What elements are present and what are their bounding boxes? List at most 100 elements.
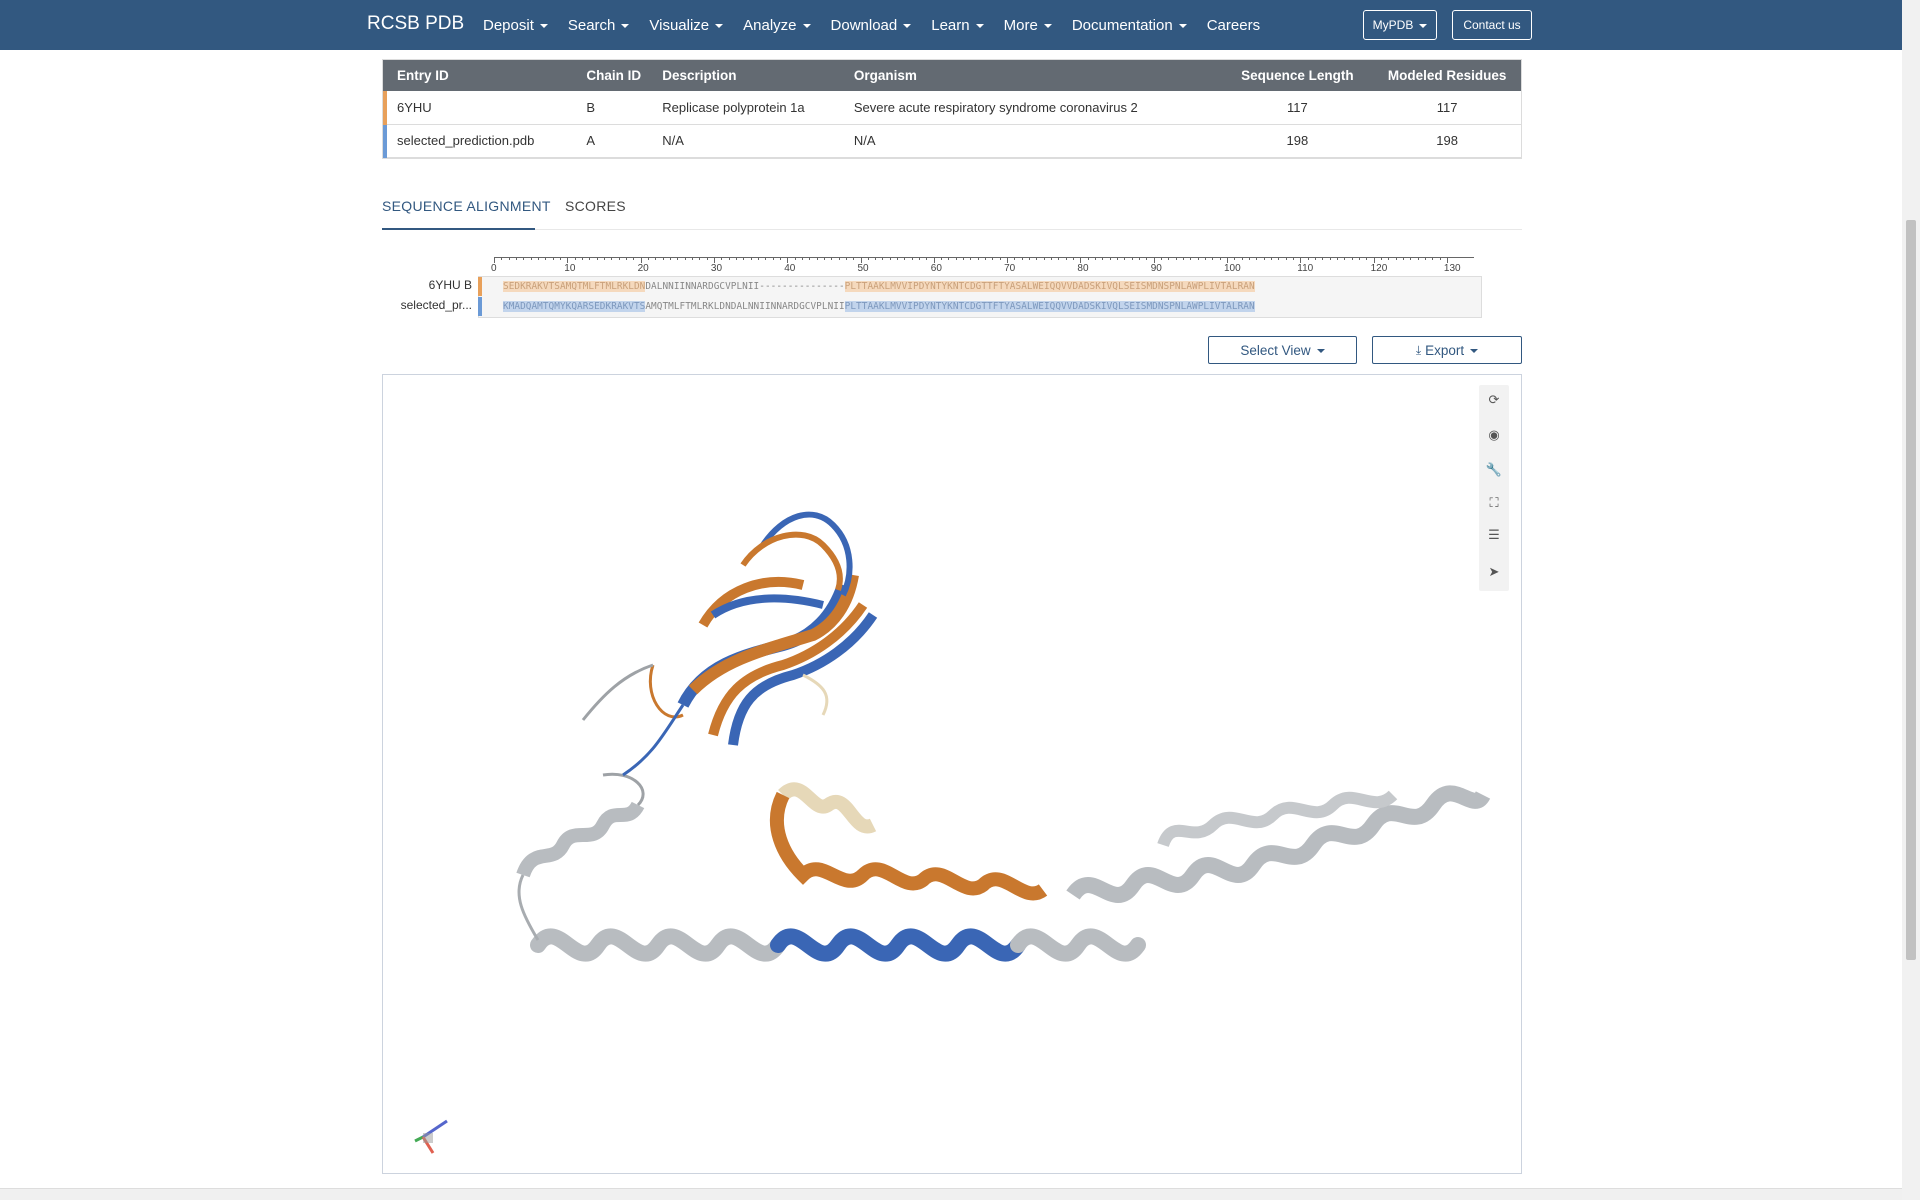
ruler-tick	[750, 257, 752, 260]
ruler-tick	[721, 257, 723, 260]
ruler-tick	[1080, 257, 1082, 263]
track-label-6yhu: 6YHU B	[428, 278, 472, 292]
cell-organism: N/A	[843, 124, 1223, 158]
ruler-tick	[552, 257, 554, 260]
settings-icon[interactable]: ☰	[1488, 527, 1500, 542]
ruler-tick-label: 110	[1297, 263, 1314, 274]
gray-helix-right	[1066, 785, 1491, 903]
col-modeled-residues: Modeled Residues	[1372, 59, 1522, 91]
screenshot-icon[interactable]: ◉	[1488, 427, 1500, 442]
nav-item-careers[interactable]: Careers	[1206, 16, 1261, 34]
ruler-tick	[1117, 257, 1119, 260]
ruler-tick	[875, 257, 877, 260]
ruler-tick	[904, 257, 906, 260]
ruler-tick	[779, 257, 781, 260]
ruler-tick	[992, 257, 994, 260]
ruler-tick	[1278, 257, 1280, 260]
aligned-segment: SEDKRAKVTSAMQTMLFTMLRKLDN	[503, 281, 646, 292]
ruler-tick	[1351, 257, 1353, 260]
nav-item-download[interactable]: Download	[831, 17, 912, 34]
molstar-viewer[interactable]: ⟳ ◉ 🔧 ⛶ ☰ ➤	[382, 374, 1522, 1174]
brand-logo[interactable]: RCSB PDB	[367, 13, 465, 34]
caret-down-icon	[1470, 349, 1479, 353]
ruler-tick	[501, 257, 503, 260]
ruler-tick	[691, 257, 693, 260]
nav-item-analyze[interactable]: Analyze	[743, 17, 811, 34]
ruler-tick	[713, 257, 715, 263]
structure-canvas[interactable]	[383, 375, 1523, 1175]
nav-item-more[interactable]: More	[1004, 17, 1052, 34]
contact-us-button[interactable]: Contact us	[1452, 10, 1532, 40]
sequence-prediction[interactable]: KMADQAMTQMYKQARSEDKRAKVTSAMQTMLFTMLRKLDN…	[503, 300, 1255, 314]
caret-down-icon	[715, 24, 724, 28]
ruler-tick-label: 130	[1443, 263, 1461, 274]
nav-item-deposit[interactable]: Deposit	[483, 17, 548, 34]
nav-item-visualize[interactable]: Visualize	[649, 17, 724, 34]
ruler-tick	[838, 257, 840, 260]
cell-modeled-residues: 117	[1372, 91, 1522, 125]
ruler-tick	[1153, 257, 1155, 263]
ruler-tick	[596, 257, 598, 260]
ruler-tick	[809, 257, 811, 260]
caret-down-icon	[903, 24, 912, 28]
ruler-tick	[1410, 257, 1412, 260]
ruler-tick	[787, 257, 789, 263]
aligned-segment: KMADQAMTQMYKQARSEDKRAKVTS	[503, 301, 646, 312]
position-ruler: 0 10 20 30 40 50 60 70 80 90 100 110 120 130	[491, 252, 1474, 274]
ruler-tick	[618, 257, 620, 260]
ruler-tick	[933, 257, 935, 263]
ruler-tick	[728, 257, 730, 260]
ruler-tick	[537, 257, 539, 260]
pointer-icon[interactable]: ➤	[1488, 564, 1500, 579]
mypdb-button[interactable]: MyPDB	[1363, 10, 1437, 40]
reset-icon[interactable]: ⟳	[1488, 392, 1500, 407]
ruler-tick	[970, 257, 972, 260]
ruler-tick	[581, 257, 583, 260]
caret-down-icon	[802, 24, 811, 28]
ruler-tick	[574, 257, 576, 260]
scrollbar-thumb[interactable]	[1906, 220, 1916, 960]
ruler-tick	[1432, 257, 1434, 260]
ruler-tick	[1102, 257, 1104, 260]
table-row[interactable]: selected_prediction.pdb A N/A N/A 198 19…	[382, 124, 1522, 158]
tab-scores[interactable]: SCORES	[565, 198, 626, 214]
ruler-tick	[530, 257, 532, 260]
ruler-tick	[823, 257, 825, 260]
ruler-tick	[494, 257, 495, 263]
ruler-tick	[845, 257, 847, 260]
track-color-bar	[478, 297, 482, 316]
nav-item-learn[interactable]: Learn	[931, 17, 984, 34]
ruler-tick	[831, 257, 833, 260]
ruler-tick	[765, 257, 767, 260]
track-label-prediction: selected_pr...	[400, 298, 472, 312]
export-button[interactable]: ⤓ Export	[1372, 336, 1522, 364]
ruler-tick	[1183, 257, 1185, 260]
sequence-6yhu[interactable]: SEDKRAKVTSAMQTMLFTMLRKLDNDALNNIINNARDGCV…	[503, 280, 1255, 294]
bottom-strip	[0, 1188, 1902, 1200]
col-sequence-length: Sequence Length	[1222, 59, 1373, 91]
nav-item-search[interactable]: Search	[568, 17, 630, 34]
fullscreen-icon[interactable]: ⛶	[1489, 495, 1499, 510]
nav-menu: Deposit Search Visualize Analyze Downloa…	[483, 0, 1280, 50]
orientation-axes	[414, 1119, 448, 1154]
select-view-button[interactable]: Select View	[1208, 336, 1357, 364]
gray-helix-left	[516, 772, 645, 941]
wrench-icon[interactable]: 🔧	[1485, 462, 1503, 477]
ruler-tick	[1058, 257, 1060, 260]
nav-item-documentation[interactable]: Documentation	[1072, 17, 1187, 34]
table-header-row: Entry ID Chain ID Description Organism S…	[382, 59, 1522, 91]
ruler-tick	[735, 257, 737, 260]
tab-sequence-alignment[interactable]: SEQUENCE ALIGNMENT	[382, 198, 551, 230]
table-row[interactable]: 6YHU B Replicase polyprotein 1a Severe a…	[382, 91, 1522, 125]
cell-sequence-length: 198	[1222, 124, 1373, 158]
ruler-tick	[523, 257, 525, 260]
ruler-tick	[1014, 257, 1016, 260]
ruler-tick	[1043, 257, 1045, 260]
ruler-tick	[1007, 257, 1009, 263]
ruler-tick	[948, 257, 950, 260]
ruler-tick	[1131, 257, 1133, 260]
ruler-tick	[655, 257, 657, 260]
caret-down-icon	[1043, 24, 1052, 28]
unaligned-segment: AMQTMLFTMLRKLDNDALNNIINNARDGCVPLNII	[645, 301, 845, 312]
ruler-tick-label: 80	[1077, 263, 1089, 274]
